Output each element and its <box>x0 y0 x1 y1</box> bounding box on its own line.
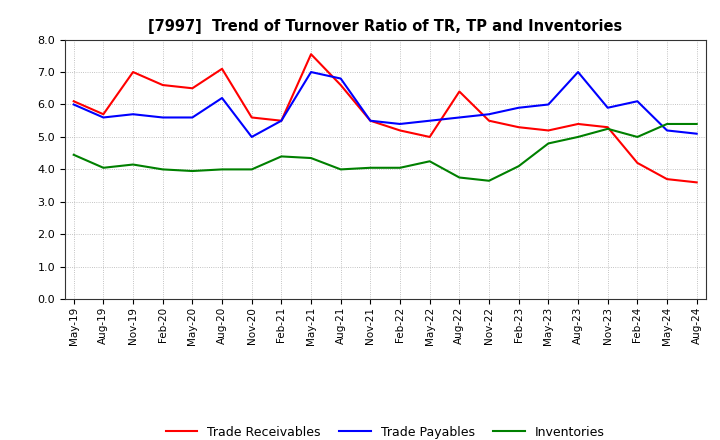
Trade Receivables <box>129 70 138 75</box>
Trade Payables <box>277 118 286 123</box>
Trade Payables <box>455 115 464 120</box>
Inventories <box>248 167 256 172</box>
Trade Receivables <box>99 112 108 117</box>
Line: Trade Payables: Trade Payables <box>73 72 697 137</box>
Trade Payables <box>574 70 582 75</box>
Trade Receivables <box>603 125 612 130</box>
Trade Receivables <box>574 121 582 127</box>
Trade Receivables <box>633 160 642 165</box>
Trade Payables <box>396 121 405 127</box>
Inventories <box>366 165 374 170</box>
Trade Payables <box>693 131 701 136</box>
Trade Payables <box>307 70 315 75</box>
Trade Payables <box>662 128 671 133</box>
Trade Receivables <box>396 128 405 133</box>
Trade Payables <box>633 99 642 104</box>
Trade Receivables <box>307 51 315 57</box>
Trade Payables <box>336 76 345 81</box>
Inventories <box>277 154 286 159</box>
Inventories <box>396 165 405 170</box>
Inventories <box>158 167 167 172</box>
Trade Payables <box>366 118 374 123</box>
Trade Receivables <box>366 118 374 123</box>
Trade Receivables <box>158 82 167 88</box>
Trade Receivables <box>217 66 226 71</box>
Inventories <box>633 134 642 139</box>
Inventories <box>69 152 78 158</box>
Line: Inventories: Inventories <box>73 124 697 181</box>
Trade Receivables <box>544 128 553 133</box>
Trade Receivables <box>426 134 434 139</box>
Trade Payables <box>426 118 434 123</box>
Inventories <box>99 165 108 170</box>
Trade Receivables <box>485 118 493 123</box>
Trade Payables <box>544 102 553 107</box>
Trade Payables <box>129 112 138 117</box>
Trade Payables <box>514 105 523 110</box>
Inventories <box>336 167 345 172</box>
Trade Payables <box>99 115 108 120</box>
Trade Receivables <box>514 125 523 130</box>
Trade Receivables <box>455 89 464 94</box>
Trade Receivables <box>248 115 256 120</box>
Trade Payables <box>485 112 493 117</box>
Legend: Trade Receivables, Trade Payables, Inventories: Trade Receivables, Trade Payables, Inven… <box>161 421 610 440</box>
Trade Payables <box>69 102 78 107</box>
Trade Payables <box>158 115 167 120</box>
Inventories <box>455 175 464 180</box>
Inventories <box>603 126 612 132</box>
Inventories <box>485 178 493 183</box>
Line: Trade Receivables: Trade Receivables <box>73 54 697 182</box>
Inventories <box>217 167 226 172</box>
Inventories <box>514 164 523 169</box>
Inventories <box>544 141 553 146</box>
Inventories <box>307 155 315 161</box>
Trade Payables <box>188 115 197 120</box>
Trade Receivables <box>662 176 671 182</box>
Trade Payables <box>217 95 226 101</box>
Trade Receivables <box>693 180 701 185</box>
Trade Payables <box>248 134 256 139</box>
Trade Receivables <box>69 99 78 104</box>
Trade Payables <box>603 105 612 110</box>
Trade Receivables <box>277 118 286 123</box>
Title: [7997]  Trend of Turnover Ratio of TR, TP and Inventories: [7997] Trend of Turnover Ratio of TR, TP… <box>148 19 622 34</box>
Inventories <box>129 162 138 167</box>
Inventories <box>693 121 701 127</box>
Trade Receivables <box>336 82 345 88</box>
Trade Receivables <box>188 86 197 91</box>
Inventories <box>574 134 582 139</box>
Inventories <box>662 121 671 127</box>
Inventories <box>426 159 434 164</box>
Inventories <box>188 169 197 174</box>
